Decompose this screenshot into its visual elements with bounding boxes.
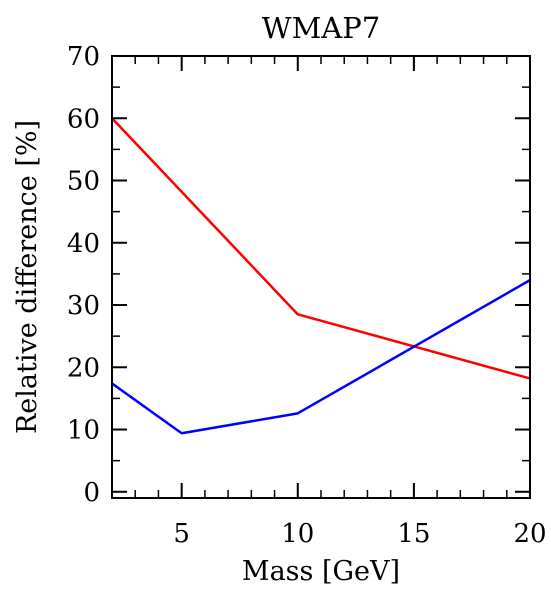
ticks-layer [112, 55, 531, 498]
series-line-2 [111, 279, 531, 435]
chart-title: WMAP7 [262, 11, 380, 45]
x-axis-label: Mass [GeV] [242, 556, 400, 586]
y-tick-label: 40 [67, 229, 100, 259]
y-tick-label: 0 [83, 478, 100, 508]
x-tick-label: 10 [281, 519, 314, 549]
y-tick-label: 30 [67, 291, 100, 321]
series-line-1 [111, 117, 531, 380]
y-tick-label: 60 [67, 104, 100, 134]
labels-layer: 5 10 15 20 0 10 20 30 40 50 60 70 [67, 42, 547, 549]
y-tick-label: 10 [67, 416, 100, 446]
series-layer [111, 117, 531, 435]
plot-frame [111, 55, 531, 499]
y-axis-label: Relative difference [%] [12, 120, 43, 434]
y-tick-label: 70 [67, 42, 100, 72]
y-tick-label: 20 [67, 353, 100, 383]
y-tick-label: 50 [67, 167, 100, 197]
x-tick-label: 5 [173, 519, 190, 549]
x-tick-label: 15 [397, 519, 430, 549]
x-tick-label: 20 [513, 519, 546, 549]
